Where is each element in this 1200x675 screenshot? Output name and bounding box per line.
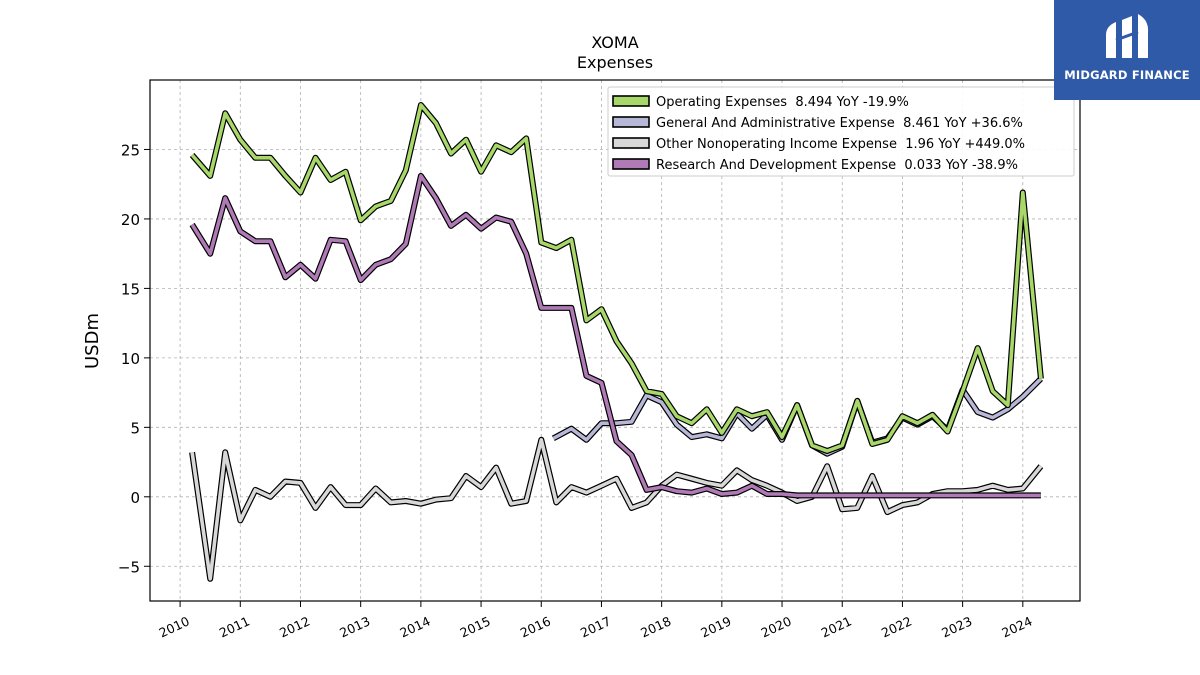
y-tick-label: −5 — [118, 558, 140, 576]
legend: Operating Expenses 8.494 YoY -19.9% Gener… — [607, 86, 1075, 177]
legend-swatch — [612, 95, 650, 107]
series-outline — [189, 436, 1044, 582]
legend-swatch — [612, 116, 650, 128]
legend-label: Operating Expenses 8.494 YoY -19.9% — [656, 95, 909, 110]
chart-subtitle: Expenses — [577, 53, 653, 72]
series-lines — [189, 102, 1044, 582]
x-tick-label: 2013 — [337, 613, 372, 640]
series-line — [190, 174, 1041, 498]
y-tick-label: 0 — [130, 489, 140, 507]
x-tick-label: 2014 — [397, 613, 432, 640]
logo-mark-icon — [1106, 14, 1149, 58]
x-tick-label: 2018 — [638, 613, 673, 640]
legend-label: General And Administrative Expense 8.461… — [656, 116, 1023, 131]
legend-label: Research And Development Expense 0.033 Y… — [656, 158, 1018, 173]
plot-frame — [149, 79, 1081, 602]
x-tick-label: 2015 — [458, 613, 493, 640]
x-tick-label: 2010 — [157, 613, 192, 640]
logo-text: MIDGARD FINANCE — [1064, 68, 1190, 82]
x-tick-label: 2021 — [819, 613, 854, 640]
x-tick-label: 2024 — [999, 613, 1034, 640]
x-tick-label: 2016 — [518, 613, 553, 640]
y-tick-label: 20 — [121, 211, 140, 229]
x-tick-label: 2017 — [578, 613, 613, 640]
axis-ticks: −5 0 5 10 15 20 25 2010 2011 2012 2013 2014 2015 2016… — [118, 141, 1035, 640]
y-tick-label: 5 — [130, 419, 140, 437]
x-tick-label: 2019 — [698, 613, 733, 640]
x-tick-label: 2023 — [939, 613, 974, 640]
x-tick-label: 2020 — [759, 613, 794, 640]
chart-title: XOMA — [591, 33, 638, 52]
legend-swatch — [612, 158, 650, 170]
series-line — [190, 103, 1043, 453]
x-tick-label: 2022 — [879, 613, 914, 640]
series-outline — [551, 376, 1044, 457]
series-line — [190, 438, 1043, 581]
legend-swatch — [612, 137, 650, 149]
y-axis-label: USDm — [82, 313, 103, 369]
x-tick-label: 2012 — [277, 613, 312, 640]
y-tick-label: 25 — [121, 141, 140, 159]
legend-label: Other Nonoperating Income Expense 1.96 Y… — [656, 137, 1025, 152]
series-line — [552, 377, 1043, 456]
midgard-finance-logo: MIDGARD FINANCE — [1054, 0, 1200, 100]
x-tick-label: 2011 — [217, 613, 252, 640]
legend-box — [607, 86, 1075, 177]
y-tick-label: 15 — [121, 280, 140, 298]
y-tick-label: 10 — [121, 350, 140, 368]
